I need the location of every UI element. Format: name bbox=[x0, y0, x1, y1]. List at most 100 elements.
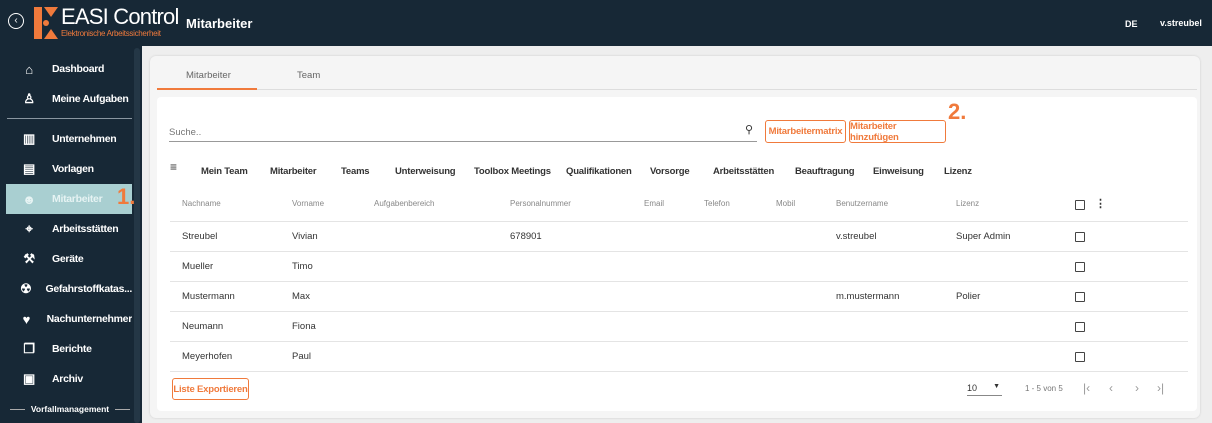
column-header[interactable]: Aufgabenbereich bbox=[374, 199, 435, 208]
sidebar-section-vorfallmanagement: Vorfallmanagement bbox=[10, 404, 131, 414]
row-divider bbox=[170, 221, 1188, 222]
last-page-icon[interactable]: ›| bbox=[1157, 381, 1165, 395]
brand-name: EASI Control bbox=[61, 4, 179, 29]
sidebar-item-berichte[interactable]: ❐ Berichte bbox=[6, 334, 132, 364]
annotation-1: 1. bbox=[117, 184, 136, 209]
sidebar-item-label: Archiv bbox=[52, 373, 83, 385]
sidebar-item-label: Berichte bbox=[52, 343, 92, 355]
language-switch[interactable]: DE bbox=[1125, 19, 1138, 29]
filter-qualifikationen[interactable]: Qualifikationen bbox=[566, 166, 632, 177]
add-employee-button[interactable]: Mitarbeiter hinzufügen bbox=[849, 120, 946, 143]
sidebar-item-meine-aufgaben[interactable]: ♙ Meine Aufgaben bbox=[6, 84, 132, 114]
filter-lizenz[interactable]: Lizenz bbox=[944, 166, 972, 177]
table-cell: Vivian bbox=[292, 231, 318, 242]
sidebar-item-nachunternehmer[interactable]: ♥ Nachunternehmer bbox=[6, 304, 133, 334]
sidebar-item-geraete[interactable]: ⚒ Geräte bbox=[6, 244, 132, 274]
back-icon[interactable]: ‹ bbox=[8, 13, 24, 29]
sidebar-item-label: Unternehmen bbox=[52, 133, 117, 145]
row-checkbox[interactable] bbox=[1075, 322, 1085, 332]
column-header[interactable]: Email bbox=[644, 199, 665, 208]
row-divider bbox=[170, 251, 1188, 252]
row-checkbox[interactable] bbox=[1075, 262, 1085, 272]
filter-vorsorge[interactable]: Vorsorge bbox=[650, 166, 690, 177]
tab-divider bbox=[257, 89, 1197, 90]
sidebar-item-archiv[interactable]: ▣ Archiv bbox=[6, 364, 132, 394]
table-cell: Mustermann bbox=[182, 291, 235, 302]
active-tab-indicator bbox=[157, 88, 257, 90]
sidebar-item-mitarbeiter[interactable]: ☻ Mitarbeiter bbox=[6, 184, 132, 214]
column-header[interactable]: Personalnummer bbox=[510, 199, 571, 208]
sidebar-item-unternehmen[interactable]: ▥ Unternehmen bbox=[6, 124, 132, 154]
first-page-icon[interactable]: |‹ bbox=[1083, 381, 1091, 395]
row-divider bbox=[170, 311, 1188, 312]
filter-mein-team[interactable]: Mein Team bbox=[201, 166, 248, 177]
tab-team[interactable]: Team bbox=[297, 70, 321, 81]
previous-page-icon[interactable]: ‹ bbox=[1109, 381, 1113, 395]
search-input[interactable] bbox=[169, 124, 757, 142]
column-header[interactable]: Telefon bbox=[704, 199, 730, 208]
inbox-icon: ▤ bbox=[23, 161, 35, 176]
dropdown-arrow-icon: ▼ bbox=[993, 383, 1000, 390]
employee-card bbox=[157, 97, 1197, 411]
sidebar-item-label: Nachunternehmer bbox=[46, 313, 133, 325]
column-header[interactable]: Lizenz bbox=[956, 199, 980, 208]
tab-mitarbeiter[interactable]: Mitarbeiter bbox=[186, 70, 231, 81]
section-label: Vorfallmanagement bbox=[30, 404, 110, 414]
table-cell: Timo bbox=[292, 261, 313, 272]
table-cell: Meyerhofen bbox=[182, 351, 233, 362]
row-checkbox[interactable] bbox=[1075, 292, 1085, 302]
people-icon: ☻ bbox=[22, 191, 36, 207]
filter-unterweisung[interactable]: Unterweisung bbox=[395, 166, 456, 177]
pagination-range: 1 - 5 von 5 bbox=[1025, 384, 1063, 393]
column-header[interactable]: Vorname bbox=[292, 199, 325, 208]
next-page-icon[interactable]: › bbox=[1135, 381, 1139, 395]
filter-beauftragung[interactable]: Beauftragung bbox=[795, 166, 855, 177]
filter-mitarbeiter[interactable]: Mitarbeiter bbox=[270, 166, 317, 177]
mitarbeitermatrix-button[interactable]: Mitarbeitermatrix bbox=[765, 120, 846, 143]
table-cell: Paul bbox=[292, 351, 312, 362]
filter-icon[interactable]: ≡ bbox=[170, 160, 178, 174]
user-menu[interactable]: v.streubel bbox=[1160, 18, 1202, 28]
person-icon: ♙ bbox=[23, 91, 35, 106]
sidebar-item-label: Vorlagen bbox=[52, 163, 94, 175]
filter-einweisung[interactable]: Einweisung bbox=[873, 166, 924, 177]
reports-icon: ❐ bbox=[23, 341, 35, 356]
easi-logo-icon bbox=[34, 7, 58, 39]
sidebar-item-label: Gefahrstoffkatas... bbox=[45, 283, 133, 295]
row-checkbox[interactable] bbox=[1075, 232, 1085, 242]
row-checkbox[interactable] bbox=[1075, 352, 1085, 362]
row-divider bbox=[170, 371, 1188, 372]
row-divider bbox=[170, 341, 1188, 342]
more-options-icon[interactable]: ⋮ bbox=[1095, 198, 1106, 210]
page-size-select[interactable]: 10 ▼ bbox=[967, 383, 1002, 396]
table-cell: Polier bbox=[956, 291, 981, 302]
table-cell: Streubel bbox=[182, 231, 218, 242]
filter-teams[interactable]: Teams bbox=[341, 166, 370, 177]
sidebar-item-arbeitsstaetten[interactable]: ⌖ Arbeitsstätten bbox=[6, 214, 132, 244]
location-icon: ⌖ bbox=[25, 221, 33, 236]
handshake-icon: ♥ bbox=[22, 311, 31, 327]
top-bar: ‹ EASI Control Elektronische Arbeitssich… bbox=[0, 0, 1212, 46]
search-icon[interactable]: ⚲ bbox=[745, 124, 754, 136]
sidebar-item-label: Arbeitsstätten bbox=[52, 223, 119, 235]
select-all-checkbox[interactable] bbox=[1075, 200, 1085, 210]
table-cell: Mueller bbox=[182, 261, 214, 272]
sidebar-item-gefahrstoffkataster[interactable]: ☢ Gefahrstoffkatas... bbox=[6, 274, 132, 304]
export-list-button[interactable]: Liste Exportieren bbox=[172, 378, 249, 400]
sidebar: ⌂ Dashboard ♙ Meine Aufgaben ▥ Unternehmen … bbox=[0, 46, 132, 423]
archive-icon: ▣ bbox=[23, 371, 35, 386]
column-header[interactable]: Mobil bbox=[776, 199, 796, 208]
column-header[interactable]: Benutzername bbox=[836, 199, 889, 208]
annotation-2: 2. bbox=[948, 99, 967, 124]
filter-arbeitsstaetten[interactable]: Arbeitsstätten bbox=[713, 166, 775, 177]
table-cell: Super Admin bbox=[956, 231, 1011, 242]
sidebar-scrollbar[interactable] bbox=[132, 46, 142, 423]
sidebar-item-label: Meine Aufgaben bbox=[52, 93, 129, 105]
brand-tagline: Elektronische Arbeitssicherheit bbox=[61, 29, 161, 38]
sidebar-item-vorlagen[interactable]: ▤ Vorlagen bbox=[6, 154, 132, 184]
filter-toolbox-meetings[interactable]: Toolbox Meetings bbox=[474, 166, 551, 177]
sidebar-item-label: Geräte bbox=[52, 253, 84, 265]
table-cell: Neumann bbox=[182, 321, 224, 332]
column-header[interactable]: Nachname bbox=[182, 199, 221, 208]
sidebar-item-dashboard[interactable]: ⌂ Dashboard bbox=[6, 54, 132, 84]
